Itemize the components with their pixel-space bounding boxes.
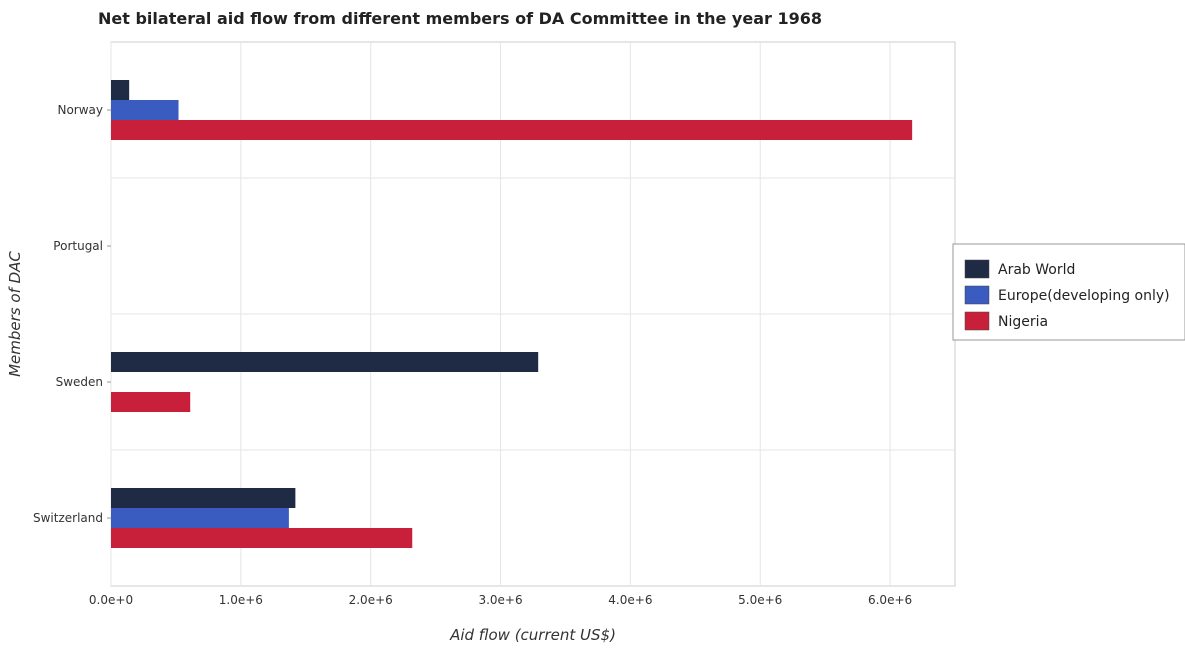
legend-swatch — [964, 285, 990, 305]
legend-swatch — [964, 259, 990, 279]
x-axis-ticks: 0.0e+0 1.0e+6 2.0e+6 3.0e+6 4.0e+6 5.0e+6 6.0e… — [89, 593, 912, 607]
y-tick-label: Portugal — [53, 239, 103, 253]
bar-europe-developing-only-switzerland — [111, 508, 289, 528]
x-tick-label: 6.0e+6 — [868, 593, 912, 607]
legend-swatch — [964, 311, 990, 331]
legend: Arab World Europe(developing only) Nigeria — [952, 243, 1185, 341]
y-tick-label: Norway — [57, 103, 103, 117]
y-tick-label: Switzerland — [33, 511, 103, 525]
x-axis-label: Aid flow (current US$) — [449, 626, 616, 644]
bars — [111, 80, 913, 548]
legend-label: Nigeria — [998, 314, 1048, 330]
x-tick-label: 2.0e+6 — [349, 593, 393, 607]
y-axis-label: Members of DAC — [6, 251, 24, 377]
y-tick-label: Sweden — [56, 375, 103, 389]
x-tick-label: 3.0e+6 — [478, 593, 522, 607]
bar-arab-world-norway — [111, 80, 130, 100]
bar-arab-world-sweden — [111, 352, 539, 372]
bar-nigeria-sweden — [111, 392, 191, 412]
x-tick-label: 1.0e+6 — [219, 593, 263, 607]
bar-arab-world-switzerland — [111, 488, 296, 508]
bar-nigeria-norway — [111, 120, 913, 140]
legend-label: Arab World — [998, 262, 1075, 278]
chart-title: Net bilateral aid flow from different me… — [98, 9, 822, 28]
bar-europe-developing-only-norway — [111, 100, 179, 120]
legend-label: Europe(developing only) — [998, 288, 1170, 304]
x-tick-label: 0.0e+0 — [89, 593, 133, 607]
y-axis-ticks: Norway Portugal Sweden Switzerland — [33, 103, 111, 525]
x-tick-label: 4.0e+6 — [608, 593, 652, 607]
bar-nigeria-switzerland — [111, 528, 413, 548]
x-tick-label: 5.0e+6 — [738, 593, 782, 607]
legend-box — [952, 243, 1185, 341]
